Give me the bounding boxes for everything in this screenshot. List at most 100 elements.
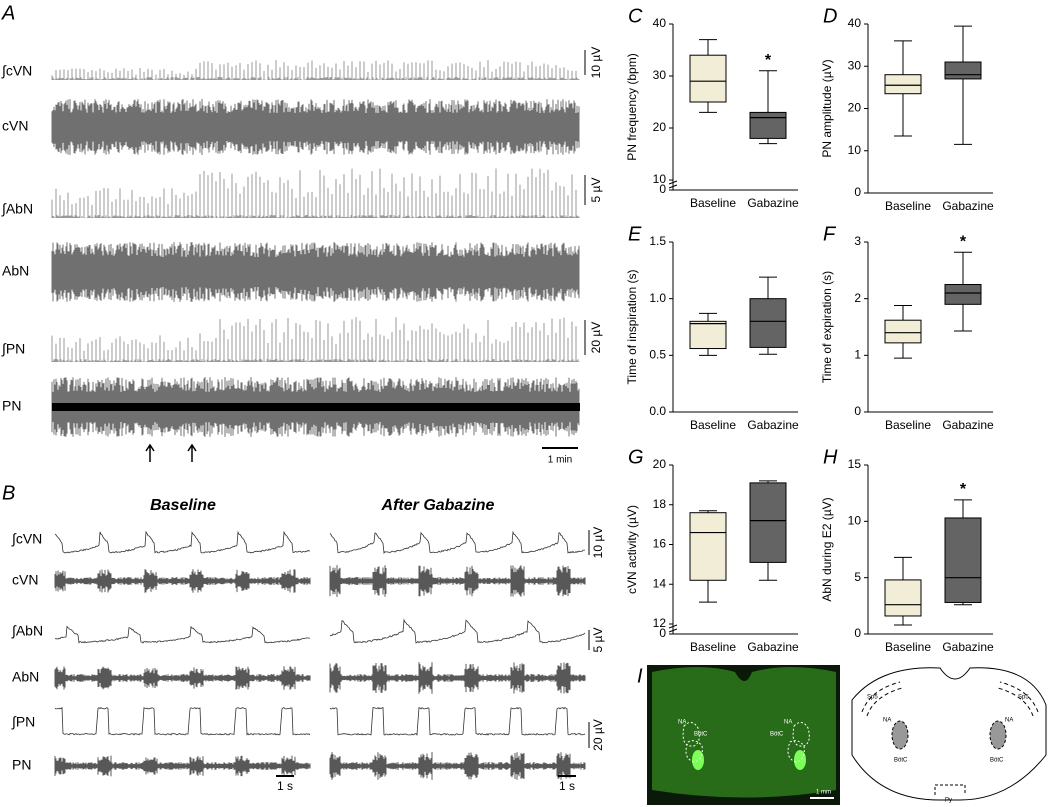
x-tick-label: Baseline (690, 640, 736, 654)
trace (329, 565, 586, 597)
axis-break (668, 180, 678, 189)
y-tick-label: 0.0 (649, 404, 666, 418)
y-tick-label: 1.5 (649, 234, 666, 248)
box (944, 517, 982, 603)
arrow (187, 443, 197, 462)
arrow (145, 443, 155, 462)
y-tick-label: 10 (653, 172, 667, 186)
trace (51, 99, 580, 155)
y-axis-label: Time of expiration (s) (820, 271, 834, 383)
diagram-label: NA (883, 718, 891, 724)
trace (54, 706, 311, 736)
trace-label: PN (2, 398, 21, 414)
y-axis-label: PN frequency (bpm) (625, 53, 639, 160)
photo-label: NA (678, 720, 686, 726)
y-tick-label: 40 (653, 16, 667, 30)
y-tick-label: 2 (854, 291, 861, 305)
x-tick-label: Baseline (885, 640, 931, 654)
x-tick-label: Gabazine (747, 196, 799, 210)
panel-label: H (823, 446, 838, 468)
trace (54, 625, 311, 644)
x-tick-label: Gabazine (942, 418, 994, 432)
diagram-label: BötC (894, 758, 908, 764)
x-tick-label: Gabazine (747, 418, 799, 432)
brainstem-outline (851, 667, 1047, 801)
outline (682, 722, 703, 763)
photo-label: 1 mm (816, 790, 831, 796)
trace (51, 317, 580, 362)
time-label: 1 s (559, 779, 575, 793)
time-label: 1 min (548, 455, 572, 466)
y-axis-label: cVN activity (µV) (625, 505, 639, 594)
trace-label: ∫cVN (11, 531, 42, 547)
trace (54, 666, 311, 690)
diagram-label: NA (1005, 718, 1013, 724)
trace (51, 168, 580, 218)
condition: After Gabazine (381, 497, 495, 514)
significance: * (960, 233, 967, 250)
box (749, 298, 787, 348)
trace-label: ∫AbN (1, 201, 33, 217)
trace-label: ∫AbN (11, 623, 43, 639)
y-tick-label: 0 (659, 626, 666, 640)
trace-label: PN (12, 757, 31, 773)
y-tick-label: 12 (653, 616, 667, 630)
scale-label: 20 µV (591, 719, 605, 751)
y-axis-label: Time of inspiration (s) (625, 270, 639, 385)
condition: Baseline (150, 497, 216, 514)
y-tick-label: 15 (848, 457, 862, 471)
scale-label: 20 µV (589, 322, 603, 354)
y-tick-label: 0 (854, 626, 861, 640)
x-tick-label: Baseline (885, 418, 931, 432)
box (884, 74, 922, 95)
trace-label: ∫PN (11, 714, 35, 730)
trace (329, 662, 586, 694)
y-tick-label: 10 (848, 514, 862, 528)
photo-label: BötC (770, 732, 784, 738)
photo-label: NA (784, 720, 792, 726)
y-tick-label: 0 (854, 185, 861, 199)
box (689, 512, 727, 581)
outline (787, 722, 810, 763)
y-tick-label: 30 (653, 68, 667, 82)
x-tick-label: Baseline (690, 418, 736, 432)
y-tick-label: 0 (659, 182, 666, 196)
trace (329, 618, 586, 644)
y-tick-label: 10 (848, 143, 862, 157)
x-tick-label: Gabazine (747, 640, 799, 654)
y-tick-label: 3 (854, 234, 861, 248)
diagram-label: Py (945, 798, 952, 804)
panel-label: B (2, 482, 15, 504)
panel-label: D (823, 5, 837, 27)
y-tick-label: 18 (653, 497, 667, 511)
y-tick-label: 5 (854, 570, 861, 584)
x-tick-label: Gabazine (942, 640, 994, 654)
box (944, 61, 982, 80)
y-tick-label: 40 (848, 16, 862, 30)
box (689, 54, 727, 103)
box (944, 284, 982, 305)
diagram-label: Sp5 (1018, 695, 1029, 701)
botc-region (891, 720, 909, 750)
trace (329, 706, 586, 736)
scale-label: 10 µV (589, 47, 603, 79)
y-tick-label: 20 (653, 120, 667, 134)
sp5-outline (861, 681, 1039, 717)
trace-label: ∫PN (1, 341, 25, 357)
box (749, 482, 787, 563)
trace (329, 752, 586, 780)
trace-core (52, 403, 580, 411)
trace-label: AbN (12, 669, 39, 685)
y-tick-label: 30 (848, 58, 862, 72)
trace (51, 242, 580, 302)
trace-label: cVN (12, 572, 38, 588)
traces (51, 60, 586, 780)
box (749, 111, 787, 139)
box (689, 320, 727, 350)
tissue (652, 667, 836, 798)
trace-label: AbN (2, 263, 29, 279)
box (884, 579, 922, 617)
y-axis-label: PN amplitude (µV) (820, 59, 834, 157)
x-tick-label: Baseline (690, 196, 736, 210)
